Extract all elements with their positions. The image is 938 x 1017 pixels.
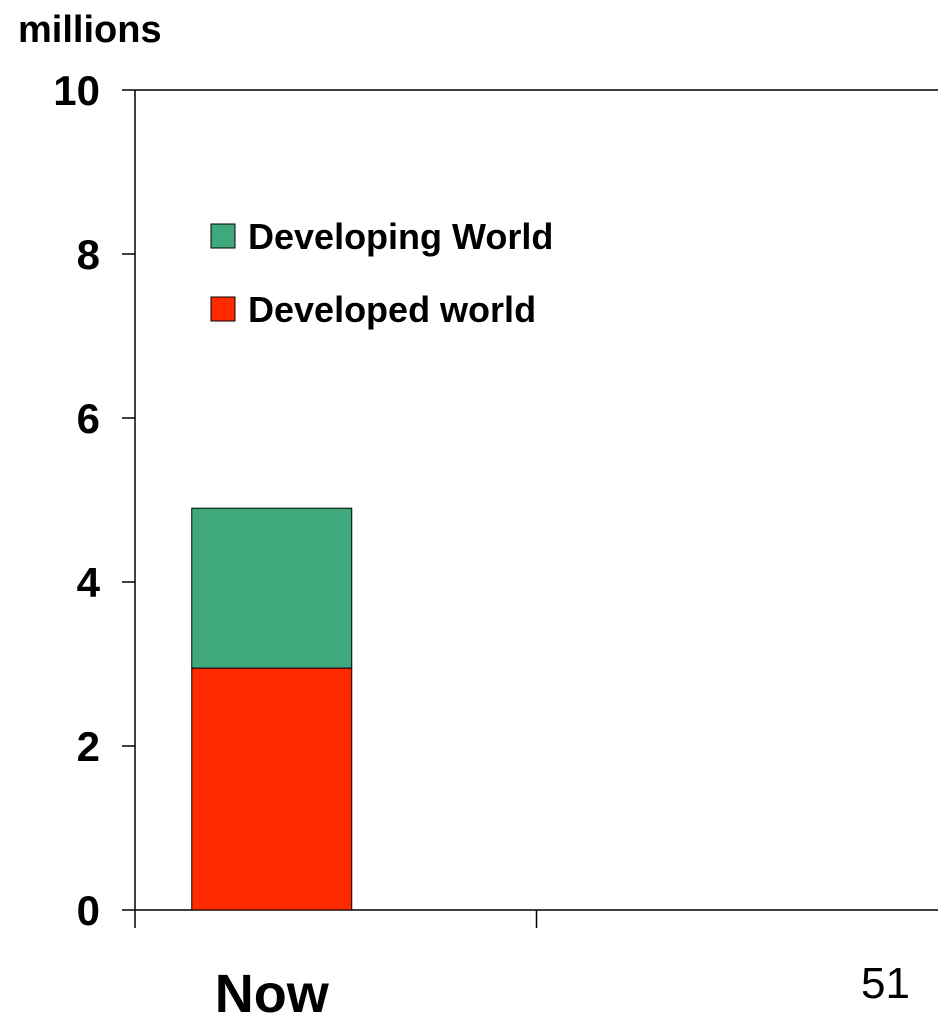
legend-swatch-developing-world [210,223,236,249]
legend-label-developed-world: Developed world [248,289,536,330]
legend: Developing World Developed world [210,216,553,330]
y-ticks: 0 2 4 6 8 10 [53,67,135,934]
y-tick-label: 0 [77,887,100,934]
x-ticks: Now [215,910,538,1017]
legend-label-developing-world: Developing World [248,216,553,257]
y-tick-label: 4 [77,559,101,606]
y-tick-label: 2 [77,723,100,770]
y-tick-label: 8 [77,231,100,278]
y-tick-label: 10 [53,67,100,114]
legend-swatch-developed-world [210,296,236,322]
bar-developed-world [191,667,353,911]
bars [191,507,353,911]
y-tick-label: 6 [77,395,100,442]
y-axis-label: millions [18,9,162,51]
page-number: 51 [861,959,910,1008]
bar-developing-world [191,507,353,669]
x-tick-label: Now [215,964,330,1017]
